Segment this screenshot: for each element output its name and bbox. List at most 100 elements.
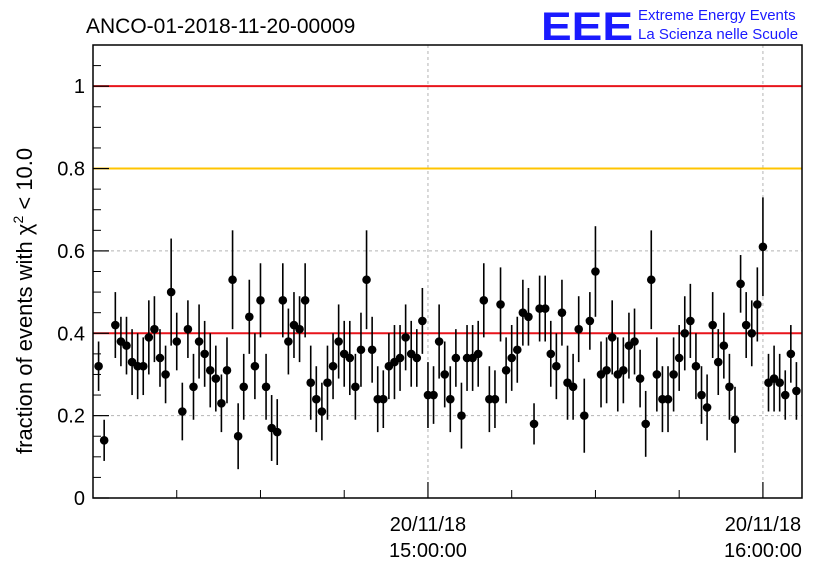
data-point	[94, 361, 103, 371]
grid	[93, 45, 802, 498]
y-axis-label: fraction of events with χ2 < 10.0	[10, 148, 37, 454]
data-point	[161, 370, 170, 379]
data-point	[753, 300, 762, 309]
data-point	[780, 390, 790, 400]
y-tick-label: 0	[74, 488, 85, 510]
data-point	[155, 353, 165, 363]
data-point	[356, 345, 366, 355]
data-point	[457, 411, 466, 420]
data-point	[473, 349, 483, 359]
data-point	[183, 324, 193, 334]
data-point	[334, 337, 343, 346]
y-tick-label: 0.6	[57, 241, 85, 263]
data-point	[674, 353, 684, 363]
data-point	[713, 357, 723, 367]
data-point	[245, 312, 254, 322]
data-point	[652, 370, 662, 379]
data-point	[686, 316, 695, 326]
data-point	[708, 320, 717, 330]
data-point	[205, 366, 215, 375]
y-tick-label: 0.8	[57, 159, 85, 181]
data-point	[178, 407, 187, 416]
data-point	[579, 411, 589, 420]
x-tick-date: 20/11/18	[725, 514, 801, 536]
data-point	[490, 394, 500, 404]
logo-line-1: Extreme Energy Events	[638, 7, 796, 24]
data-point	[351, 382, 360, 392]
data-point	[591, 267, 600, 276]
data-point	[568, 382, 578, 392]
data-point	[278, 296, 288, 305]
logo-line-2: La Scienza nelle Scuole	[638, 26, 798, 43]
data-point	[524, 312, 533, 322]
data-point	[741, 320, 751, 330]
eee-logo-letters: EEE	[541, 5, 633, 49]
axis-ticks: 0 0.2 0.4 0.6 0.8 1 20/11/18 15:00:00 20/11/18 16…	[57, 65, 802, 562]
data-point	[138, 361, 148, 371]
data-point	[272, 427, 282, 437]
y-tick-label: 1	[74, 76, 85, 98]
data-point	[646, 275, 656, 285]
data-point	[328, 361, 338, 371]
data-point	[111, 320, 120, 330]
data-point	[323, 378, 332, 387]
data-point	[691, 361, 701, 371]
data-point	[496, 300, 505, 309]
data-point	[166, 287, 176, 297]
data-point	[362, 275, 371, 285]
chart-title: ANCO-01-2018-11-20-00009	[86, 15, 355, 38]
data-point	[300, 296, 310, 305]
data-point	[669, 370, 678, 379]
data-point	[501, 366, 511, 375]
data-point	[395, 353, 405, 363]
data-point	[540, 304, 550, 313]
data-point	[172, 337, 182, 346]
data-point	[194, 337, 204, 346]
data-point	[261, 382, 271, 392]
data-point	[619, 366, 628, 375]
y-tick-label: 0.4	[57, 323, 85, 345]
data-point	[546, 349, 556, 359]
y-axis-label-prefix: fraction of events with	[12, 235, 37, 454]
data-point	[239, 382, 249, 392]
data-point	[200, 349, 209, 359]
data-point	[345, 353, 355, 363]
plot-frame	[92, 44, 803, 499]
data-point	[786, 349, 796, 359]
y-axis-label-chi: χ	[12, 223, 37, 235]
reference-lines	[93, 85, 802, 335]
data-point	[144, 333, 154, 342]
data-point	[719, 341, 729, 350]
data-point	[228, 275, 237, 285]
data-point	[451, 353, 461, 363]
data-point	[574, 324, 583, 334]
data-point	[306, 378, 316, 387]
data-point	[725, 382, 734, 392]
data-point	[401, 333, 410, 342]
data-point	[702, 403, 712, 412]
data-point	[434, 337, 444, 346]
data-point	[529, 419, 539, 429]
data-point	[680, 328, 690, 338]
data-point	[641, 419, 650, 429]
y-tick-label: 0.2	[57, 406, 85, 428]
data-point	[445, 394, 455, 404]
data-point	[736, 279, 745, 289]
data-point	[663, 394, 673, 404]
y-axis-label-exp: 2	[10, 216, 26, 224]
data-point	[211, 374, 221, 383]
data-point	[99, 436, 109, 445]
plot-area: 0 0.2 0.4 0.6 0.8 1 20/11/18 15:00:00 20/11/18 16…	[57, 44, 803, 562]
data-point	[378, 394, 388, 404]
data-point	[440, 370, 450, 379]
data-series	[94, 197, 801, 470]
x-tick-time: 16:00:00	[724, 540, 802, 562]
data-point	[284, 337, 293, 346]
data-point	[585, 316, 595, 326]
data-point	[552, 361, 561, 371]
data-point	[222, 366, 232, 375]
data-point	[150, 324, 159, 334]
data-point	[557, 308, 567, 317]
data-point	[602, 366, 611, 375]
